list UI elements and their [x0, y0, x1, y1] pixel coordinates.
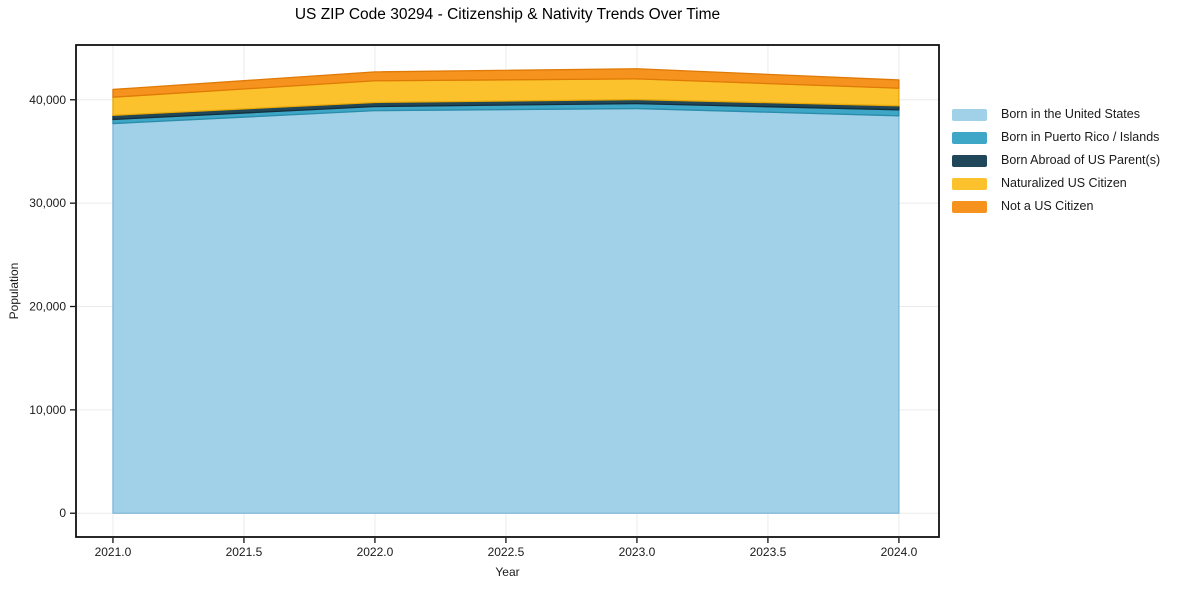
legend-label: Born in Puerto Rico / Islands	[1001, 130, 1160, 144]
legend-swatch	[952, 200, 987, 213]
x-tick-label: 2022.0	[357, 545, 394, 559]
y-tick-label: 30,000	[29, 196, 66, 210]
legend-label: Born Abroad of US Parent(s)	[1001, 153, 1161, 167]
plot-frame	[75, 44, 940, 538]
x-tick-label: 2021.0	[95, 545, 132, 559]
chart-title: US ZIP Code 30294 - Citizenship & Nativi…	[294, 6, 721, 23]
area-series-4	[112, 68, 900, 98]
area-series-0	[112, 107, 900, 514]
legend-item: Born in Puerto Rico / Islands	[952, 130, 1160, 145]
legend-swatch	[952, 154, 987, 167]
legend-label: Not a US Citizen	[1001, 199, 1094, 213]
legend-item: Born Abroad of US Parent(s)	[952, 153, 1160, 168]
x-tick-label: 2024.0	[881, 545, 918, 559]
x-tick-label: 2023.5	[750, 545, 787, 559]
y-tick-label: 10,000	[29, 403, 66, 417]
x-tick-label: 2022.5	[488, 545, 525, 559]
legend-item: Born in the United States	[952, 107, 1160, 122]
x-tick-label: 2023.0	[619, 545, 656, 559]
legend-label: Born in the United States	[1001, 107, 1140, 121]
y-tick-label: 20,000	[29, 300, 66, 314]
y-tick-label: 40,000	[29, 93, 66, 107]
legend-swatch	[952, 108, 987, 121]
legend-item: Naturalized US Citizen	[952, 176, 1160, 191]
legend-swatch	[952, 177, 987, 190]
legend: Born in the United States Born in Puerto …	[952, 107, 1160, 222]
x-tick-label: 2021.5	[226, 545, 263, 559]
legend-item: Not a US Citizen	[952, 199, 1160, 214]
y-tick-label: 0	[59, 506, 66, 520]
legend-label: Naturalized US Citizen	[1001, 176, 1127, 190]
legend-swatch	[952, 131, 987, 144]
x-axis-label: Year	[495, 565, 520, 579]
